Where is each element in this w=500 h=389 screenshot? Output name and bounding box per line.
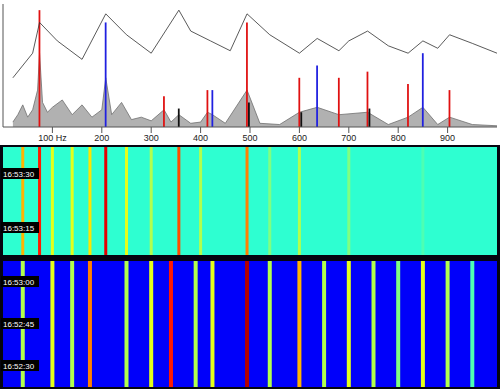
svg-text:500: 500 — [242, 133, 257, 143]
svg-text:16:52:30: 16:52:30 — [3, 362, 35, 371]
svg-text:700: 700 — [341, 133, 356, 143]
svg-text:200: 200 — [94, 133, 109, 143]
svg-text:16:53:30: 16:53:30 — [3, 170, 35, 179]
svg-text:300: 300 — [144, 133, 159, 143]
svg-text:400: 400 — [193, 133, 208, 143]
svg-text:16:52:45: 16:52:45 — [3, 320, 35, 329]
svg-text:16:53:00: 16:53:00 — [3, 278, 35, 287]
svg-text:900: 900 — [440, 133, 455, 143]
svg-text:100 Hz: 100 Hz — [38, 133, 67, 143]
svg-text:16:53:15: 16:53:15 — [3, 224, 35, 233]
svg-text:800: 800 — [391, 133, 406, 143]
svg-text:600: 600 — [292, 133, 307, 143]
